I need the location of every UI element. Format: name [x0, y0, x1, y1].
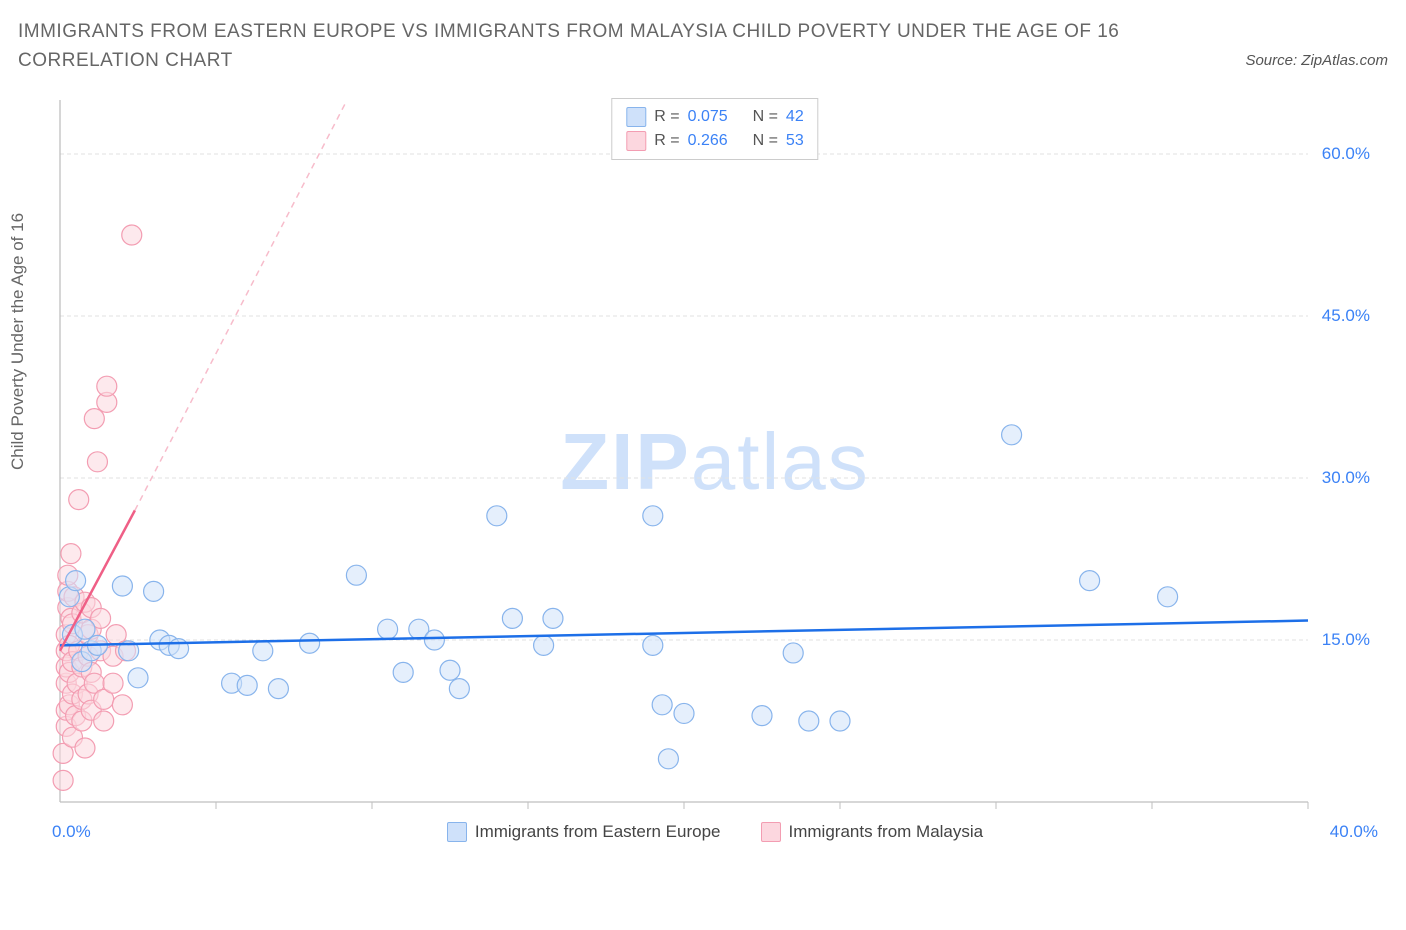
scatter-svg: 15.0% 30.0% 45.0% 60.0%: [52, 100, 1378, 842]
svg-text:45.0%: 45.0%: [1322, 306, 1370, 325]
chart-container: IMMIGRANTS FROM EASTERN EUROPE VS IMMIGR…: [0, 0, 1406, 930]
n-value-2: 53: [786, 129, 804, 153]
swatch-series-2: [626, 131, 646, 151]
r-value-2: 0.266: [688, 129, 728, 153]
r-label: R =: [654, 105, 679, 129]
n-label: N =: [753, 129, 778, 153]
legend-stats-row: R = 0.266 N = 53: [626, 129, 803, 153]
r-label: R =: [654, 129, 679, 153]
n-label: N =: [753, 105, 778, 129]
legend-stats: R = 0.075 N = 42 R = 0.266 N = 53: [611, 98, 818, 160]
plot-area: ZIPatlas R = 0.075 N = 42 R = 0.266 N = …: [52, 100, 1378, 842]
svg-text:15.0%: 15.0%: [1322, 630, 1370, 649]
svg-text:60.0%: 60.0%: [1322, 144, 1370, 163]
swatch-series-1: [626, 107, 646, 127]
legend-stats-row: R = 0.075 N = 42: [626, 105, 803, 129]
r-value-1: 0.075: [688, 105, 728, 129]
chart-title: IMMIGRANTS FROM EASTERN EUROPE VS IMMIGR…: [18, 18, 1138, 75]
n-value-1: 42: [786, 105, 804, 129]
svg-text:30.0%: 30.0%: [1322, 468, 1370, 487]
source-credit: Source: ZipAtlas.com: [1245, 52, 1388, 69]
y-axis-label: Child Poverty Under the Age of 16: [8, 213, 28, 470]
